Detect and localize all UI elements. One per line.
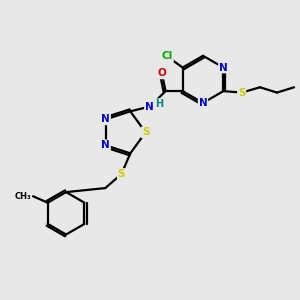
Text: S: S <box>142 127 149 137</box>
Text: O: O <box>158 68 166 78</box>
Text: N: N <box>219 63 228 73</box>
Text: N: N <box>199 98 207 108</box>
Text: N: N <box>145 102 154 112</box>
Text: N: N <box>101 114 110 124</box>
Text: N: N <box>101 140 110 150</box>
Text: Cl: Cl <box>162 51 173 62</box>
Text: S: S <box>238 88 245 98</box>
Text: H: H <box>155 99 163 109</box>
Text: S: S <box>118 169 125 179</box>
Text: CH₃: CH₃ <box>15 192 31 201</box>
